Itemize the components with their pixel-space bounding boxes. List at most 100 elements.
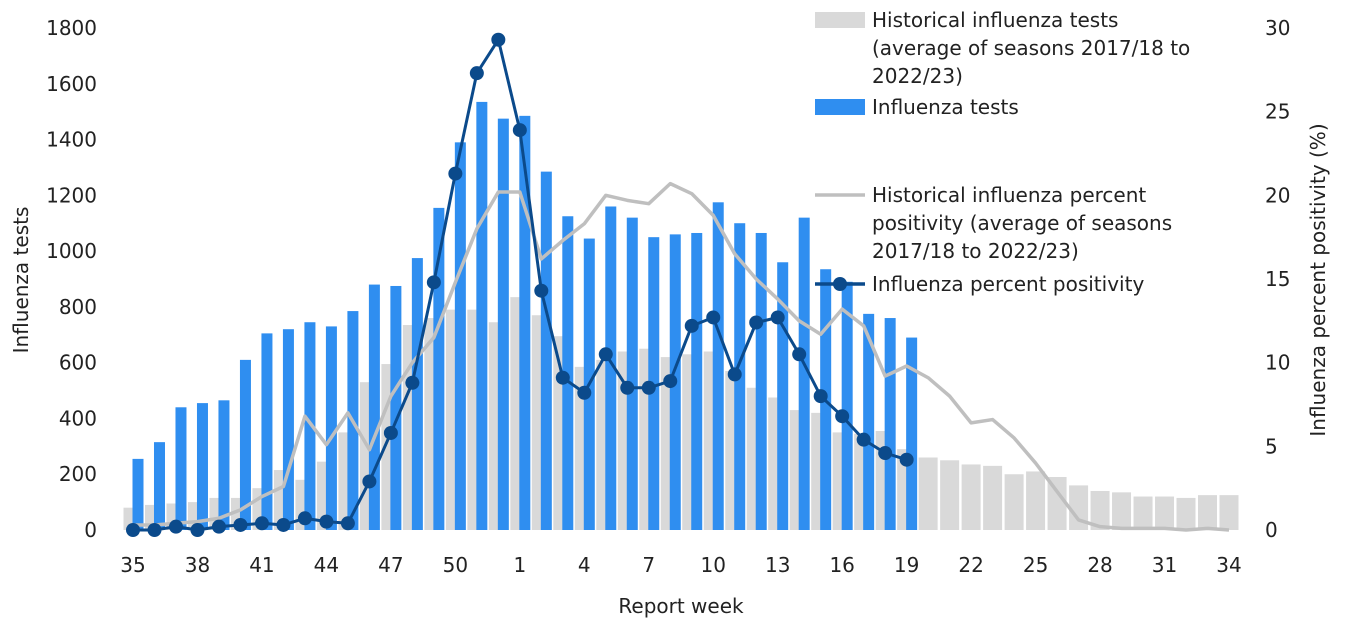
x-tick-label: 44 — [314, 553, 339, 577]
marker — [813, 389, 828, 404]
marker — [727, 367, 742, 382]
legend-swatch — [815, 193, 865, 197]
marker — [491, 32, 506, 47]
bar — [691, 232, 703, 530]
bar — [390, 285, 402, 530]
marker — [835, 409, 850, 424]
y2-tick-label: 5 — [1265, 434, 1278, 458]
y2-tick-label: 0 — [1265, 518, 1278, 542]
x-tick-label: 7 — [642, 553, 655, 577]
legend-swatch — [815, 99, 865, 115]
legend-item: Historical influenza tests (average of s… — [812, 6, 1192, 90]
bar — [411, 258, 423, 530]
bar — [841, 281, 853, 530]
bar — [476, 101, 488, 531]
legend-item: Historical influenza percent positivity … — [812, 181, 1192, 265]
legend-swatch — [815, 277, 865, 291]
x-tick-label: 1 — [513, 553, 526, 577]
y-tick-label: 1000 — [46, 239, 97, 263]
marker — [878, 446, 893, 461]
y2-tick-label: 10 — [1265, 351, 1290, 375]
marker — [663, 374, 678, 389]
legend-swatch-marker — [833, 277, 847, 291]
bar — [282, 329, 294, 530]
marker — [770, 310, 785, 325]
legend-swatch-rect — [815, 99, 865, 115]
x-tick-label: 28 — [1087, 553, 1112, 577]
x-tick-label: 50 — [443, 553, 468, 577]
marker — [598, 347, 613, 362]
x-tick-label: 13 — [765, 553, 790, 577]
marker — [555, 370, 570, 385]
bar — [940, 460, 960, 530]
bar — [239, 359, 251, 530]
bar — [1198, 495, 1218, 530]
marker — [749, 315, 764, 330]
y2-tick-label: 30 — [1265, 16, 1290, 40]
marker — [254, 516, 269, 531]
x-tick-label: 22 — [958, 553, 983, 577]
marker — [534, 283, 549, 298]
legend-label: Influenza tests — [872, 95, 1019, 119]
x-tick-label: 25 — [1023, 553, 1048, 577]
bar — [368, 284, 380, 530]
x-tick-label: 38 — [185, 553, 210, 577]
legend-label: Influenza percent positivity — [872, 272, 1145, 296]
y-tick-label: 800 — [59, 295, 97, 319]
marker — [168, 519, 183, 534]
bar — [1155, 496, 1175, 530]
bar — [605, 206, 617, 530]
marker — [856, 432, 871, 447]
bar — [983, 465, 1003, 530]
line — [133, 181, 1230, 532]
bar — [1219, 495, 1239, 530]
marker — [233, 517, 248, 532]
bar — [132, 458, 144, 530]
y-tick-label: 200 — [59, 462, 97, 486]
x-tick-label: 35 — [120, 553, 145, 577]
marker — [684, 318, 699, 333]
marker — [362, 474, 377, 489]
bar — [755, 232, 767, 530]
marker — [448, 166, 463, 181]
x-tick-label: 31 — [1152, 553, 1177, 577]
bar — [1026, 471, 1046, 530]
bar — [519, 115, 531, 530]
marker — [297, 511, 312, 526]
bar — [175, 407, 187, 530]
bar — [196, 403, 208, 530]
marker — [792, 347, 807, 362]
bar — [153, 442, 165, 530]
bar — [626, 217, 638, 530]
legend-item: Influenza tests — [812, 93, 1192, 121]
y-tick-label: 1400 — [46, 128, 97, 152]
y-tick-label: 0 — [84, 518, 97, 542]
legend-label: Historical influenza percent positivity … — [872, 183, 1173, 263]
legend-item: Influenza percent positivity — [812, 270, 1192, 298]
bar — [1112, 492, 1132, 530]
y-tick-label: 600 — [59, 351, 97, 375]
marker — [426, 275, 441, 290]
bar — [218, 400, 230, 530]
y2-tick-label: 25 — [1265, 100, 1290, 124]
y2-tick-label: 15 — [1265, 267, 1290, 291]
marker — [126, 523, 140, 537]
marker — [276, 517, 291, 532]
bar — [261, 333, 273, 530]
marker — [211, 519, 226, 534]
marker — [469, 66, 484, 81]
y2-tick-label: 20 — [1265, 183, 1290, 207]
marker — [641, 380, 656, 395]
marker — [706, 310, 721, 325]
marker — [190, 523, 205, 537]
y-axis-title: Influenza tests — [9, 207, 33, 354]
bar — [325, 326, 337, 530]
y2-axis-title: Influenza percent positivity (%) — [1306, 123, 1330, 436]
y-tick-label: 1200 — [46, 183, 97, 207]
marker — [147, 523, 162, 537]
x-tick-label: 47 — [378, 553, 403, 577]
bar — [433, 207, 445, 530]
bar — [798, 217, 810, 530]
bar — [863, 313, 875, 530]
